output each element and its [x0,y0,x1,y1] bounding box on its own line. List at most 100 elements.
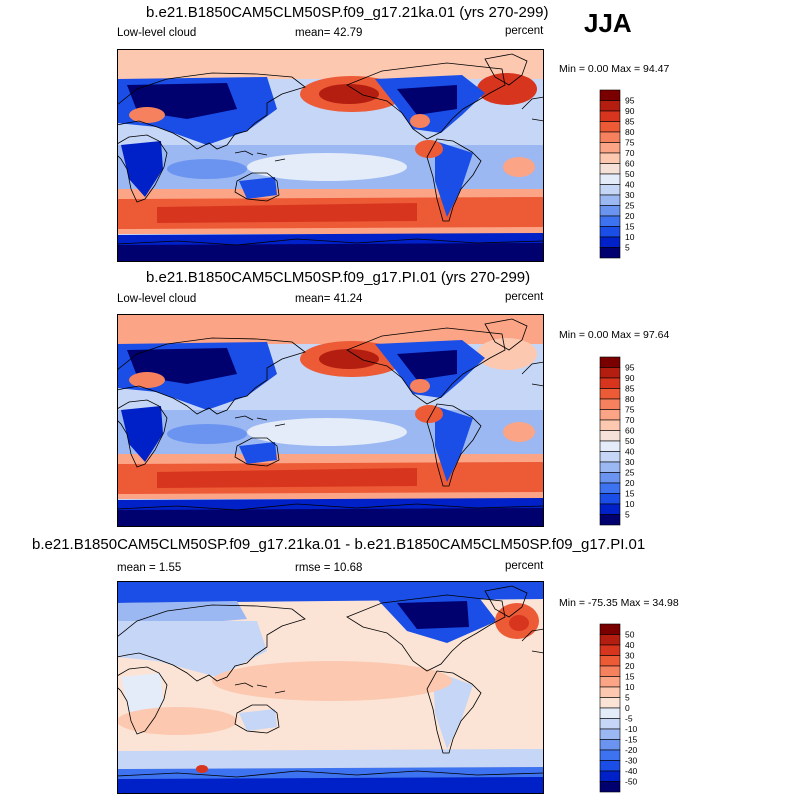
colorbar-swatch [599,110,621,122]
colorbar-tick-label: 30 [625,457,635,467]
contour-region [117,777,544,794]
colorbar-tick-label: 30 [625,651,635,661]
colorbar-swatch [599,482,621,494]
colorbar-tick-label: 40 [625,447,635,457]
coastline [117,666,168,735]
colorbar-tick-label: 40 [625,640,635,650]
colorbar-tick-label: 90 [625,373,635,383]
colorbar-swatch [599,686,621,698]
contour-region [435,406,473,482]
colorbar-swatch [599,440,621,452]
panel-3-mean-label: mean = 1.55 [117,562,182,574]
coastline [234,150,286,162]
coastline [234,682,286,694]
colorbar-swatch [599,718,621,730]
colorbar-tick-label: -10 [625,724,638,734]
contour-region [415,140,443,158]
panel-2-mean-label: mean= 41.24 [295,293,363,305]
colorbar-tick-label: 25 [625,468,635,478]
colorbar-swatch [599,247,621,259]
colorbar-tick-label: 10 [625,232,635,242]
colorbar-swatch [599,707,621,719]
colorbar-swatch [599,781,621,793]
colorbar-swatch [599,655,621,667]
coastline [484,585,528,618]
panel-2-minmax: Min = 0.00 Max = 97.64 [559,329,670,341]
contour-region [117,621,267,677]
colorbar-swatch [599,451,621,463]
colorbar-swatch [599,152,621,164]
coastline [426,403,482,487]
colorbar-tick-label: 50 [625,630,635,640]
contour-region [410,114,430,128]
colorbar-tick-label: 20 [625,211,635,221]
colorbar-swatch [599,472,621,484]
colorbar-swatch [599,430,621,442]
coastline [234,172,280,202]
colorbar-swatch [599,749,621,761]
coastline [117,604,306,682]
panel-3-units-label: percent [505,560,544,572]
colorbar-swatch [599,131,621,143]
coastline [426,138,482,222]
map-frame [117,49,544,262]
colorbar-swatch [599,205,621,217]
contour-region [435,141,473,217]
colorbar-tick-label: 60 [625,159,635,169]
contour-region [239,177,277,199]
contour-region [509,615,529,631]
colorbar-swatch [599,142,621,154]
colorbar-swatch [599,676,621,688]
contour-region [433,671,473,749]
colorbar-swatch [599,493,621,505]
coastline [484,53,528,86]
contour-region [117,243,544,262]
colorbar-swatch [599,739,621,751]
contour-region [247,418,407,446]
colorbar-swatch [599,623,621,635]
colorbar-tick-label: -40 [625,766,638,776]
contour-region [415,405,443,423]
contour-region [477,338,537,370]
panel-1-map [117,49,544,262]
colorbar-swatch [599,514,621,526]
contour-region [397,601,469,629]
map-frame [117,581,544,794]
panel-1-units-label: percent [505,25,544,37]
colorbar-swatch [599,215,621,227]
panel-3-title: b.e21.B1850CAM5CLM50SP.f09_g17.21ka.01 -… [32,536,646,553]
coastline [117,134,168,203]
colorbar-tick-label: 95 [625,363,635,373]
contour-region [129,107,165,123]
panel-2-map [117,314,544,527]
contour-region [121,141,163,197]
colorbar-tick-label: 25 [625,201,635,211]
contour-region [503,157,535,177]
contour-region [167,424,247,444]
coastline [426,670,482,754]
colorbar-tick-label: 5 [625,243,630,253]
colorbar-tick-label: 80 [625,394,635,404]
contour-region [117,508,544,527]
colorbar-swatch [599,89,621,101]
season-label: JJA [584,8,632,38]
contour-region [503,422,535,442]
colorbar-tick-label: 60 [625,426,635,436]
colorbar-tick-label: 0 [625,703,630,713]
colorbar-swatch [599,121,621,133]
colorbar-tick-label: -20 [625,745,638,755]
panel-1-minmax: Min = 0.00 Max = 94.47 [559,63,670,75]
colorbar-tick-label: 15 [625,222,635,232]
colorbar-tick-label: 75 [625,138,635,148]
contour-region [410,379,430,393]
coastline [234,704,280,734]
panel-1-title: b.e21.B1850CAM5CLM50SP.f09_g17.21ka.01 (… [146,4,549,21]
colorbar-swatch [599,503,621,515]
contour-region [212,661,452,701]
colorbar-tick-label: 85 [625,117,635,127]
colorbar-swatch [599,461,621,473]
colorbar-swatch [599,665,621,677]
contour-region [117,707,237,735]
